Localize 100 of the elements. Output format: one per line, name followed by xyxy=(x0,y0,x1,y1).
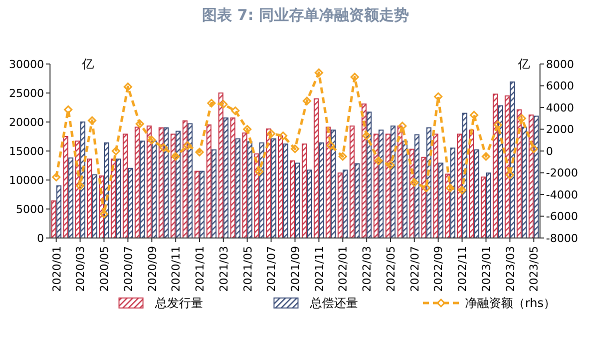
point xyxy=(518,114,526,123)
point xyxy=(529,144,538,154)
x-tick-label: 2021/09 xyxy=(289,246,302,292)
bar xyxy=(498,105,503,238)
point xyxy=(124,82,132,92)
bar xyxy=(402,140,408,238)
point xyxy=(302,96,312,106)
bar xyxy=(247,141,252,238)
point xyxy=(243,125,252,134)
bar xyxy=(92,174,98,238)
bar xyxy=(56,185,62,238)
bar xyxy=(259,142,264,238)
chart-title: 图表 7: 同业存单净融资额走势 xyxy=(202,6,409,24)
y2-tick-label: -4000 xyxy=(546,188,578,202)
point xyxy=(183,141,192,150)
annotation: 亿 xyxy=(517,57,530,71)
bar xyxy=(385,134,390,238)
bar xyxy=(176,130,181,238)
bar xyxy=(271,138,276,238)
point xyxy=(64,105,72,114)
point xyxy=(254,167,264,176)
x-tick-label: 2021/05 xyxy=(241,246,254,292)
y-tick-label: 15000 xyxy=(9,144,44,158)
bar xyxy=(164,127,169,238)
bar xyxy=(116,158,122,238)
bar xyxy=(170,134,176,238)
bar xyxy=(528,114,534,238)
bar xyxy=(397,126,402,238)
x-tick-label: 2020/05 xyxy=(98,246,112,292)
bar xyxy=(421,156,426,238)
bar xyxy=(218,92,224,238)
bar xyxy=(468,130,474,238)
bar xyxy=(474,149,480,238)
y-tick-label: 0 xyxy=(37,232,44,245)
bar xyxy=(235,138,240,238)
x-tick-label: 2023/01 xyxy=(480,246,493,292)
point xyxy=(350,72,359,82)
bar xyxy=(342,170,348,238)
bar xyxy=(266,128,272,238)
point xyxy=(386,160,395,170)
bar xyxy=(211,149,217,238)
y2-tick-label: 6000 xyxy=(546,80,574,93)
point xyxy=(326,141,336,150)
bar xyxy=(290,160,295,238)
bar xyxy=(350,126,355,238)
point xyxy=(290,144,300,154)
bar xyxy=(510,81,515,238)
point xyxy=(266,129,276,138)
point xyxy=(207,98,216,108)
bar xyxy=(223,117,228,238)
bar xyxy=(480,176,486,238)
bar xyxy=(457,134,462,238)
y2-tick-label: -2000 xyxy=(546,166,578,180)
point xyxy=(434,92,442,101)
bar xyxy=(450,148,456,238)
point xyxy=(171,152,180,161)
bar xyxy=(278,135,284,238)
point xyxy=(148,136,156,144)
x-tick-label: 2022/03 xyxy=(360,246,374,292)
bar xyxy=(318,142,324,238)
y-tick-label: 20000 xyxy=(9,116,44,129)
bar xyxy=(128,168,133,238)
bar xyxy=(158,127,164,238)
x-tick-label: 2022/05 xyxy=(384,246,398,292)
point xyxy=(314,68,324,77)
bar xyxy=(182,120,188,238)
bar xyxy=(122,134,128,238)
x-tick-label: 2023/05 xyxy=(528,246,541,292)
y2-tick-label: -6000 xyxy=(546,210,578,224)
bar xyxy=(134,126,140,238)
bar xyxy=(362,104,367,238)
y-tick-label: 30000 xyxy=(9,58,44,71)
point xyxy=(100,210,108,218)
x-tick-label: 2022/11 xyxy=(456,246,470,292)
bar xyxy=(200,170,205,238)
bar xyxy=(516,109,522,238)
x-tick-label: 2022/01 xyxy=(336,246,350,292)
x-tick-label: 2020/01 xyxy=(50,246,64,292)
x-tick-label: 2023/03 xyxy=(504,246,517,292)
bar xyxy=(330,130,336,238)
point xyxy=(278,132,288,140)
point xyxy=(410,178,419,187)
point xyxy=(195,148,204,156)
x-tick-label: 2020/07 xyxy=(122,246,135,292)
point xyxy=(494,120,502,130)
bar xyxy=(188,123,193,238)
bar xyxy=(206,124,212,238)
bar xyxy=(110,158,116,238)
x-tick-label: 2020/11 xyxy=(170,246,183,292)
x-tick-label: 2020/03 xyxy=(74,246,88,292)
bar xyxy=(326,126,331,238)
bar xyxy=(366,112,372,238)
point xyxy=(112,146,120,156)
bar xyxy=(414,134,420,238)
bar xyxy=(378,130,384,238)
point xyxy=(338,152,347,161)
x-tick-label: 2020/09 xyxy=(146,246,159,292)
y-tick-label: 10000 xyxy=(9,174,44,187)
bar xyxy=(283,144,288,238)
bar xyxy=(492,94,498,238)
